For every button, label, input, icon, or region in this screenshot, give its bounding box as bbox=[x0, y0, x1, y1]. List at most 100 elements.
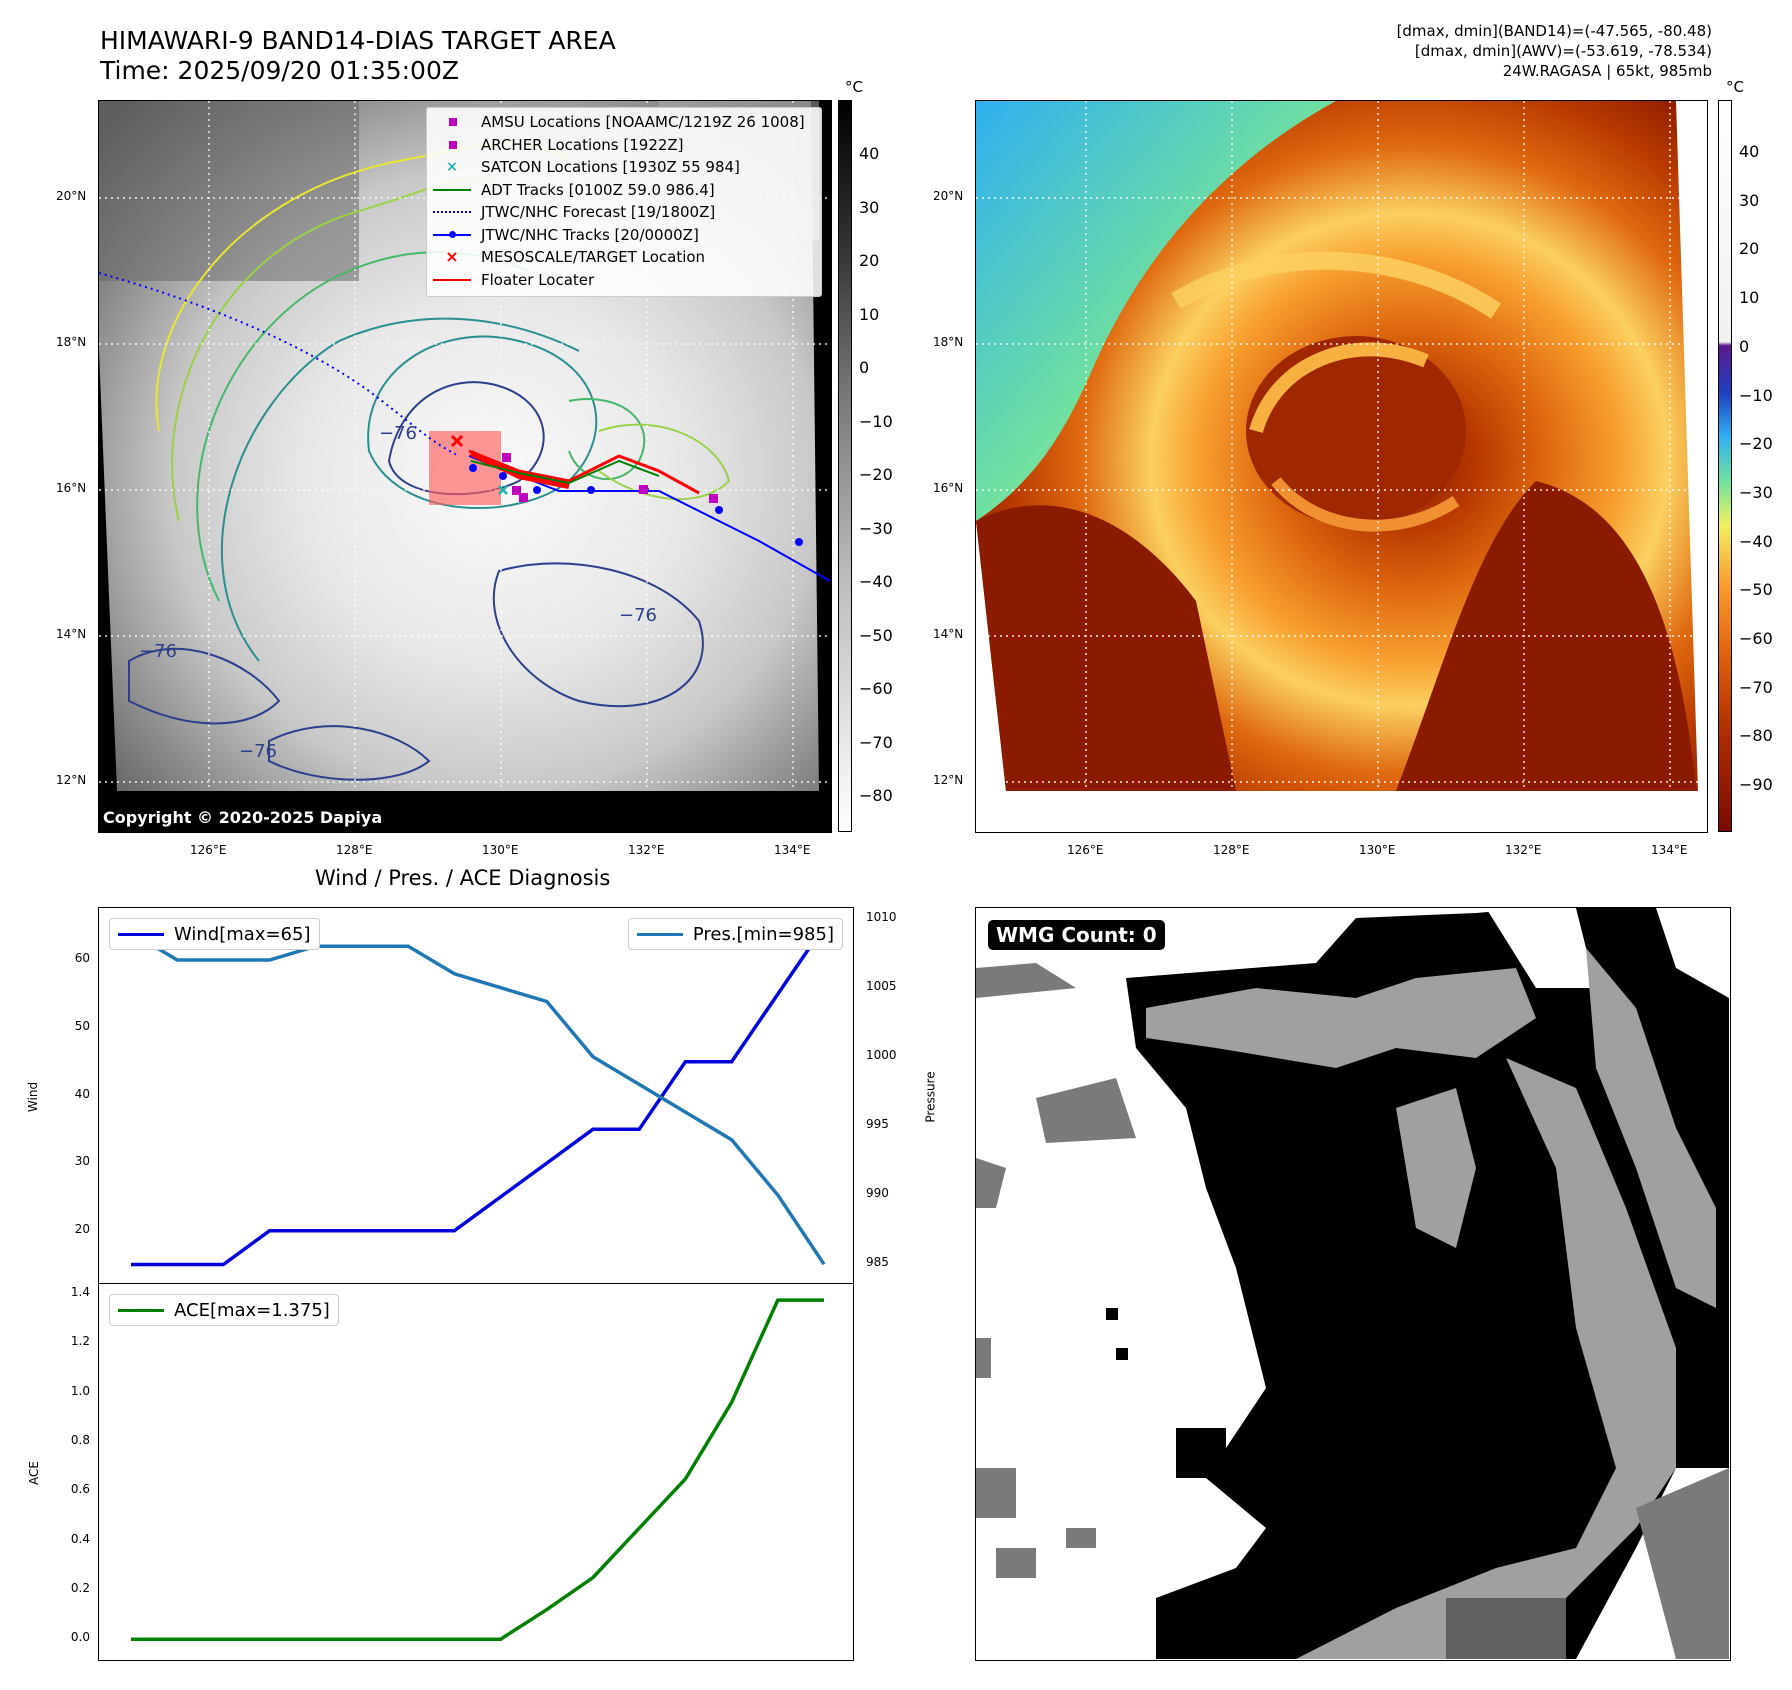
wind-axis-tick: 40 bbox=[74, 1086, 90, 1101]
pressure-axis-tick: 985 bbox=[866, 1255, 889, 1270]
color-colorbar-tick: 10 bbox=[1739, 288, 1760, 308]
lon-tick-128e: 128°E bbox=[336, 843, 373, 857]
lon-tick-132e: 132°E bbox=[628, 843, 665, 857]
legend-adt: ADT Tracks [0100Z 59.0 986.4] bbox=[433, 179, 815, 202]
lon-tick-126e-right: 126°E bbox=[1067, 843, 1104, 857]
gray-colorbar-tick: 40 bbox=[859, 144, 880, 163]
wind-pres-panel: Wind[max=65] Pres.[min=985] bbox=[98, 907, 854, 1285]
legend-satcon: × SATCON Locations [1930Z 55 984] bbox=[433, 156, 815, 179]
color-colorbar-tick: −90 bbox=[1739, 775, 1773, 795]
wmg-count-badge: WMG Count: 0 bbox=[988, 920, 1165, 950]
gray-colorbar-tick: −70 bbox=[859, 732, 893, 752]
gray-colorbar-tick: 20 bbox=[859, 251, 880, 270]
lon-tick-134e: 134°E bbox=[774, 843, 811, 857]
ace-axis-tick: 1.2 bbox=[70, 1334, 90, 1349]
color-colorbar-tick: −20 bbox=[1739, 434, 1773, 454]
legend-floater-label: Floater Locater bbox=[481, 270, 595, 289]
wind-pres-chart bbox=[130, 925, 826, 1267]
lon-tick-134e-right: 134°E bbox=[1651, 843, 1688, 857]
map-legend: AMSU Locations [NOAAMC/1219Z 26 1008] AR… bbox=[426, 107, 822, 297]
lat-tick-16n: 16°N bbox=[56, 481, 87, 495]
legend-target-label: MESOSCALE/TARGET Location bbox=[481, 248, 706, 267]
lat-tick-18n: 18°N bbox=[56, 335, 87, 349]
color-colorbar-tick: −80 bbox=[1739, 726, 1773, 746]
page-title: HIMAWARI-9 BAND14-DIAS TARGET AREA bbox=[100, 26, 616, 55]
gray-colorbar-tick: 30 bbox=[859, 197, 880, 217]
lon-tick-128e-right: 128°E bbox=[1213, 843, 1250, 857]
color-colorbar-tick: −50 bbox=[1739, 580, 1773, 600]
ace-legend-label: ACE[max=1.375] bbox=[174, 1299, 330, 1321]
amsu-marker-icon bbox=[433, 112, 471, 132]
ace-axis-label: ACE bbox=[26, 1461, 41, 1485]
wind-legend-line-icon bbox=[118, 932, 164, 936]
color-colorbar-tick: 30 bbox=[1739, 190, 1760, 210]
pres-legend: Pres.[min=985] bbox=[627, 918, 843, 950]
wmg-panel: WMG Count: 0 bbox=[975, 907, 1731, 1661]
wind-axis-label: Wind bbox=[26, 1081, 41, 1113]
ace-chart bbox=[131, 1298, 824, 1641]
ace-legend-line-icon bbox=[118, 1308, 164, 1312]
wmg-mask-image bbox=[976, 908, 1729, 1659]
legend-satcon-label: SATCON Locations [1930Z 55 984] bbox=[481, 158, 740, 177]
ace-axis-tick: 0.2 bbox=[70, 1580, 90, 1595]
lon-tick-130e: 130°E bbox=[482, 843, 519, 857]
lat-tick-12n-right: 12°N bbox=[933, 773, 964, 787]
legend-archer: ARCHER Locations [1922Z] bbox=[433, 134, 815, 157]
adt-line-icon bbox=[433, 180, 471, 200]
target-marker-icon: × bbox=[445, 247, 459, 267]
lon-tick-126e: 126°E bbox=[190, 843, 227, 857]
legend-amsu: AMSU Locations [NOAAMC/1219Z 26 1008] bbox=[433, 111, 815, 134]
wind-axis-tick: 50 bbox=[74, 1018, 90, 1033]
legend-forecast-label: JTWC/NHC Forecast [19/1800Z] bbox=[481, 203, 716, 222]
wind-axis-tick: 20 bbox=[74, 1221, 90, 1236]
archer-marker-icon bbox=[433, 135, 471, 155]
lon-tick-132e-right: 132°E bbox=[1505, 843, 1542, 857]
contour-label-3: −76 bbox=[239, 741, 277, 762]
gray-colorbar-tick: −50 bbox=[859, 625, 893, 645]
ace-axis-tick: 1.0 bbox=[70, 1383, 90, 1398]
copyright-text: Copyright © 2020-2025 Dapiya bbox=[103, 808, 383, 827]
series-line-ace bbox=[131, 1298, 824, 1641]
legend-tracks-label: JTWC/NHC Tracks [20/0000Z] bbox=[481, 225, 699, 244]
ace-axis-tick: 0.4 bbox=[70, 1531, 90, 1546]
gray-colorbar-tick: 10 bbox=[859, 304, 880, 324]
gray-colorbar-tick: −80 bbox=[859, 786, 893, 805]
contour-label: −76 bbox=[379, 423, 417, 444]
wind-axis-tick: 60 bbox=[74, 951, 90, 966]
tracks-line-icon bbox=[433, 225, 471, 245]
awv-range: [dmax, dmin](AWV)=(-53.619, -78.534) bbox=[1414, 42, 1712, 60]
lat-tick-14n-right: 14°N bbox=[933, 627, 964, 641]
legend-target: × MESOSCALE/TARGET Location bbox=[433, 246, 815, 269]
band14-range: [dmax, dmin](BAND14)=(-47.565, -80.48) bbox=[1396, 22, 1712, 40]
gray-colorbar-tick: −60 bbox=[859, 679, 893, 698]
pressure-axis-tick: 990 bbox=[866, 1186, 889, 1201]
storm-info: 24W.RAGASA | 65kt, 985mb bbox=[1502, 62, 1712, 80]
ace-axis-tick: 0.6 bbox=[70, 1482, 90, 1497]
pres-legend-line-icon bbox=[636, 932, 683, 936]
legend-floater: Floater Locater bbox=[433, 269, 815, 292]
legend-forecast: JTWC/NHC Forecast [19/1800Z] bbox=[433, 201, 815, 224]
time-stamp: Time: 2025/09/20 01:35:00Z bbox=[100, 56, 459, 85]
floater-line-icon bbox=[433, 270, 471, 290]
color-colorbar-unit: °C bbox=[1726, 78, 1744, 96]
satcon-marker-icon: × bbox=[446, 159, 458, 176]
pressure-axis-tick: 1005 bbox=[866, 978, 897, 993]
color-colorbar-tick: −40 bbox=[1739, 531, 1773, 551]
ace-legend: ACE[max=1.375] bbox=[109, 1294, 339, 1326]
pres-legend-label: Pres.[min=985] bbox=[692, 923, 834, 945]
color-colorbar-tick: −10 bbox=[1739, 385, 1773, 405]
wind-legend-label: Wind[max=65] bbox=[174, 923, 311, 945]
pressure-axis-tick: 1000 bbox=[866, 1047, 897, 1062]
wind-legend: Wind[max=65] bbox=[109, 918, 320, 950]
lat-tick-20n-right: 20°N bbox=[933, 189, 964, 203]
color-colorbar-tick: 40 bbox=[1739, 142, 1760, 161]
legend-adt-label: ADT Tracks [0100Z 59.0 986.4] bbox=[481, 180, 715, 199]
contour-label-2: −76 bbox=[139, 641, 177, 662]
lat-tick-12n: 12°N bbox=[56, 773, 87, 787]
ace-panel: ACE[max=1.375] bbox=[98, 1283, 854, 1661]
legend-amsu-label: AMSU Locations [NOAAMC/1219Z 26 1008] bbox=[481, 113, 805, 132]
series-line-pres bbox=[130, 930, 826, 1266]
lon-tick-130e-right: 130°E bbox=[1359, 843, 1396, 857]
lat-tick-20n: 20°N bbox=[56, 189, 87, 203]
contour-label-4: −76 bbox=[619, 605, 657, 626]
